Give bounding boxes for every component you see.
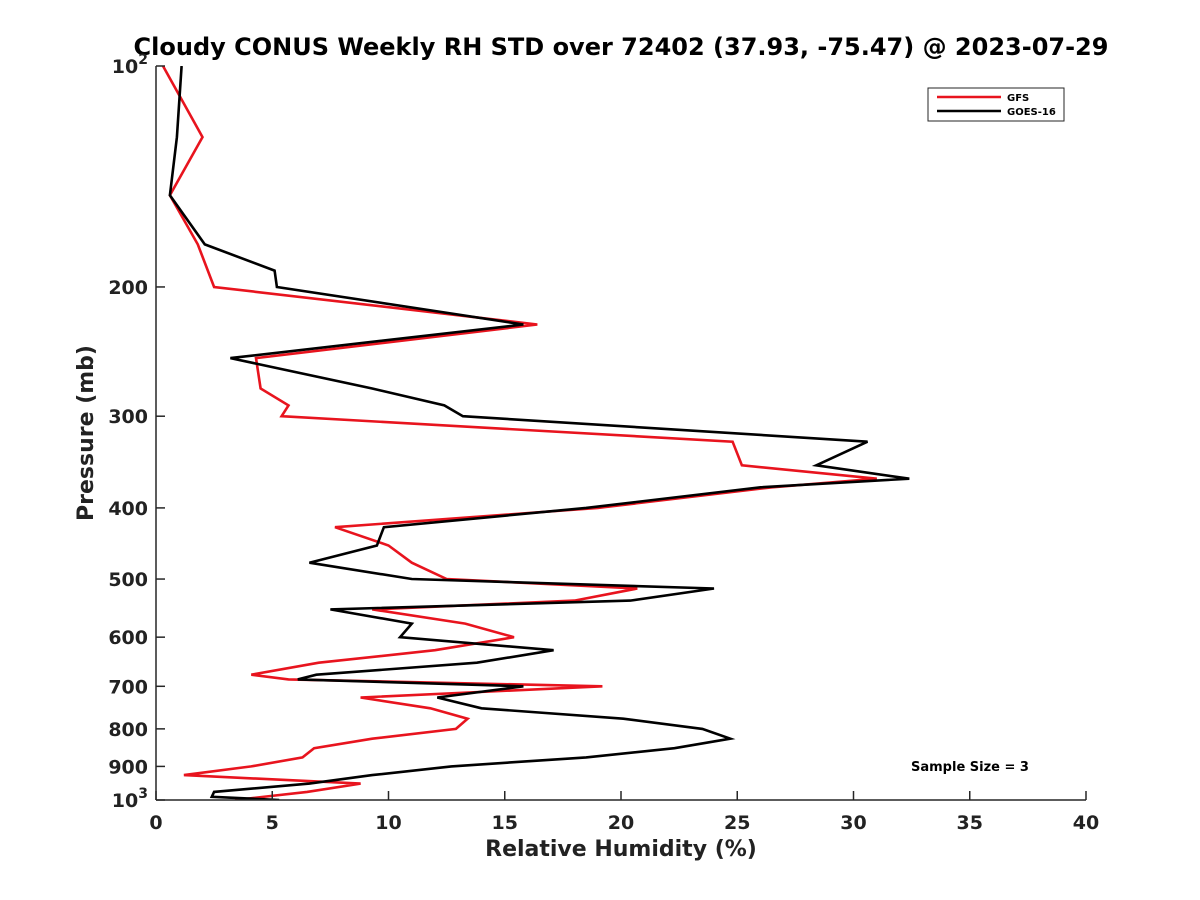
y-tick-label: 102 (112, 52, 148, 78)
x-tick-label: 25 (724, 812, 750, 834)
legend-box (927, 87, 1065, 122)
sample-size-annotation: Sample Size = 3 (911, 760, 1029, 775)
y-tick-label: 300 (108, 406, 148, 428)
legend: GFS GOES-16 (927, 87, 1065, 122)
x-tick-label: 10 (375, 812, 401, 834)
y-tick-label: 400 (108, 498, 148, 520)
x-axis-label: Relative Humidity (%) (485, 837, 757, 862)
legend-label-goes16: GOES-16 (1007, 107, 1056, 118)
x-ticks: 0 5 10 15 20 25 30 35 40 (149, 791, 1099, 834)
y-tick-label: 800 (108, 719, 148, 741)
legend-label-gfs: GFS (1007, 93, 1029, 104)
y-tick-label: 500 (108, 569, 148, 591)
y-axis-label: Pressure (mb) (74, 345, 99, 521)
x-tick-label: 15 (492, 812, 518, 834)
y-tick-label: 900 (108, 756, 148, 778)
x-tick-label: 35 (957, 812, 983, 834)
x-tick-label: 5 (266, 812, 279, 834)
y-tick-label: 200 (108, 277, 148, 299)
x-tick-label: 0 (149, 812, 162, 834)
series-layer (161, 66, 910, 800)
x-tick-label: 40 (1073, 812, 1099, 834)
y-tick-label: 700 (108, 676, 148, 698)
y-tick-label: 600 (108, 627, 148, 649)
chart-title: Cloudy CONUS Weekly RH STD over 72402 (3… (134, 33, 1109, 61)
x-tick-label: 30 (840, 812, 866, 834)
series-line-gfs (161, 66, 877, 800)
series-line-goes16 (168, 66, 910, 800)
y-tick-label: 103 (112, 786, 148, 812)
y-ticks: 102 200 300 400 500 600 700 800 900 103 (108, 52, 165, 812)
x-tick-label: 20 (608, 812, 634, 834)
